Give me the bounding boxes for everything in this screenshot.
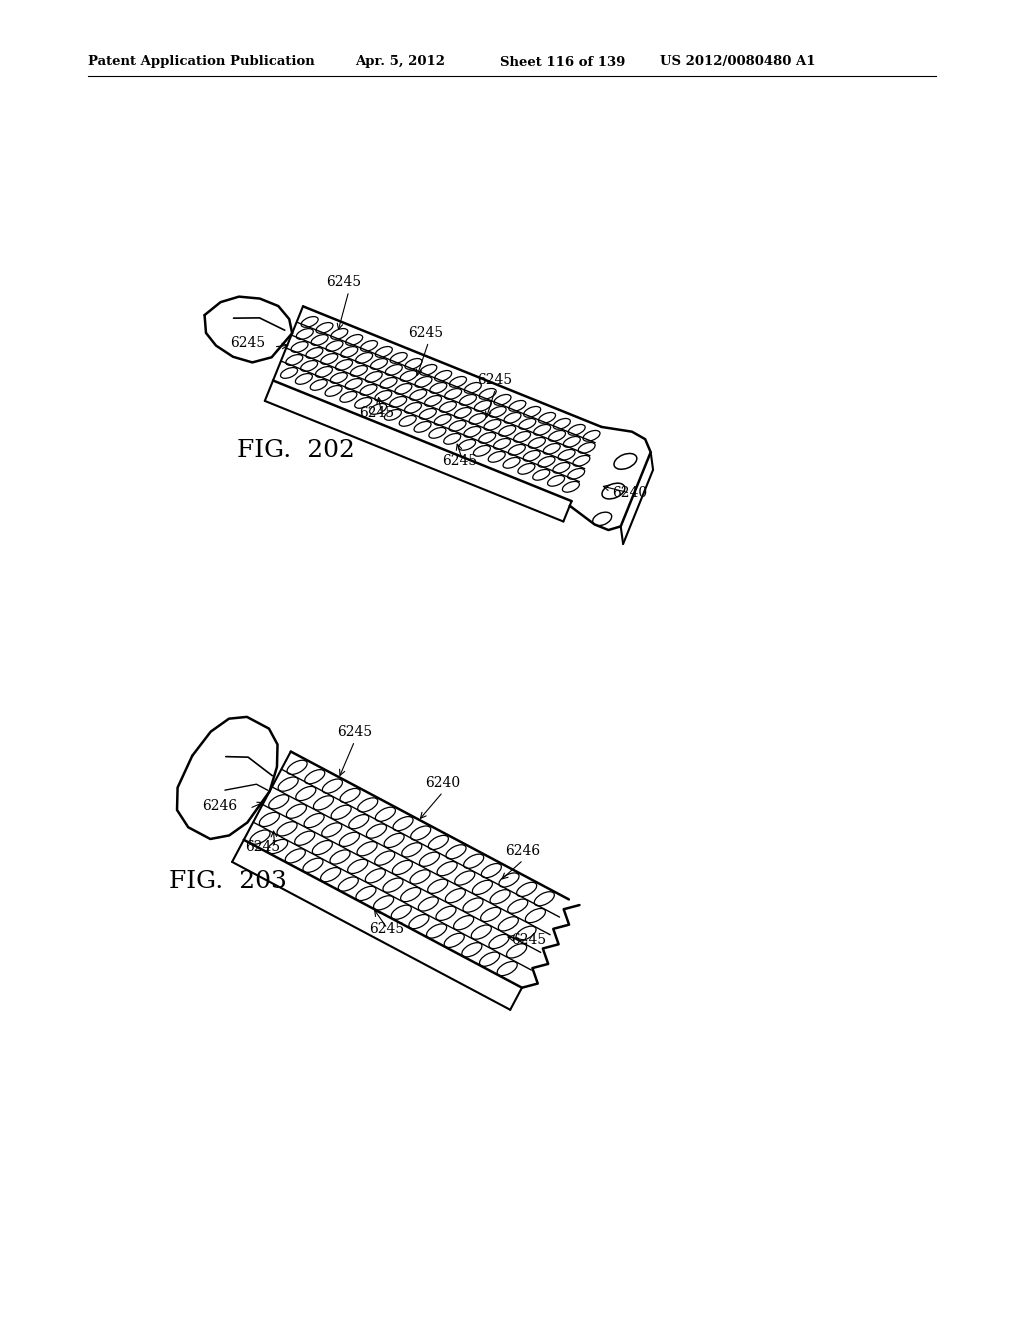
Text: FIG.  203: FIG. 203 (169, 870, 288, 892)
Text: 6245: 6245 (326, 275, 360, 289)
Text: 6246: 6246 (505, 843, 541, 858)
Text: 6240: 6240 (425, 776, 460, 789)
Text: Patent Application Publication: Patent Application Publication (88, 55, 314, 69)
Text: FIG.  202: FIG. 202 (238, 438, 355, 462)
Text: 6245: 6245 (442, 454, 477, 467)
Text: Apr. 5, 2012: Apr. 5, 2012 (355, 55, 445, 69)
Text: 6240: 6240 (612, 486, 647, 500)
Text: 6245: 6245 (229, 335, 265, 350)
Text: 6245: 6245 (359, 407, 394, 420)
Text: 6246: 6246 (203, 800, 238, 813)
Text: 6245: 6245 (370, 921, 404, 936)
Text: US 2012/0080480 A1: US 2012/0080480 A1 (660, 55, 815, 69)
Text: 6245: 6245 (245, 840, 280, 854)
Text: Sheet 116 of 139: Sheet 116 of 139 (500, 55, 626, 69)
Text: 6245: 6245 (477, 372, 513, 387)
Text: 6245: 6245 (337, 725, 372, 739)
Text: 6245: 6245 (512, 933, 547, 946)
Text: 6245: 6245 (409, 326, 443, 339)
